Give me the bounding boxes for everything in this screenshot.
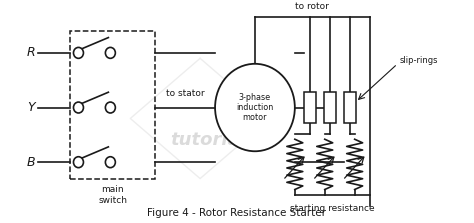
Text: tutorialsp: tutorialsp: [170, 131, 270, 149]
Text: to rotor: to rotor: [295, 2, 329, 11]
Text: 3-phase
induction
motor: 3-phase induction motor: [237, 93, 273, 122]
Circle shape: [73, 47, 83, 58]
Bar: [324, 92, 336, 123]
Circle shape: [215, 64, 295, 151]
Text: R: R: [26, 46, 35, 59]
Text: main
switch: main switch: [99, 185, 128, 205]
Text: Figure 4 - Rotor Resistance Starter: Figure 4 - Rotor Resistance Starter: [147, 208, 327, 218]
Circle shape: [105, 157, 115, 168]
Bar: [344, 92, 356, 123]
Bar: [304, 92, 316, 123]
Text: starting resistance: starting resistance: [290, 204, 374, 213]
Text: slip-rings: slip-rings: [400, 56, 438, 65]
Circle shape: [105, 47, 115, 58]
Text: Y: Y: [27, 101, 35, 114]
Text: B: B: [26, 156, 35, 169]
Circle shape: [73, 102, 83, 113]
Circle shape: [73, 157, 83, 168]
Circle shape: [105, 102, 115, 113]
Text: to stator: to stator: [166, 89, 204, 98]
